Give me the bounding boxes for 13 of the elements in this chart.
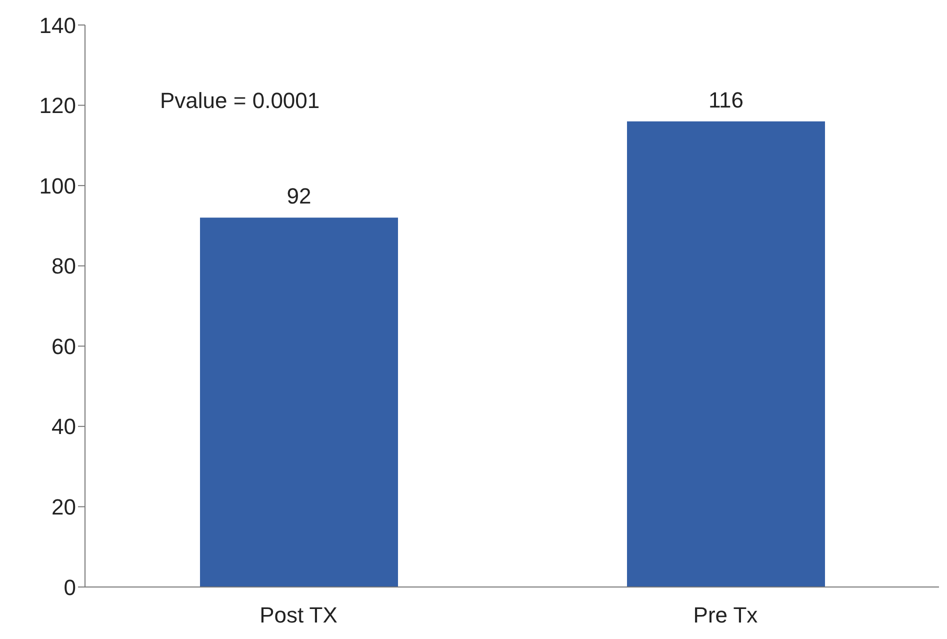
y-tick-label: 0 <box>64 574 76 600</box>
data-label: 92 <box>286 184 312 209</box>
y-tick-label: 20 <box>52 494 76 520</box>
x-tick-label: Post TX <box>260 602 338 628</box>
data-label: 116 <box>708 87 744 112</box>
y-tick-label: 140 <box>39 12 76 38</box>
y-tick-label: 40 <box>52 414 76 440</box>
y-tick-label: 80 <box>52 254 76 279</box>
annotation: Pvalue = 0.0001 <box>160 88 320 114</box>
y-tick-label: 60 <box>52 334 76 359</box>
x-tick-label: Pre Tx <box>693 602 758 628</box>
y-tick-label: 120 <box>39 93 76 118</box>
y-tick-label: 100 <box>39 173 76 198</box>
